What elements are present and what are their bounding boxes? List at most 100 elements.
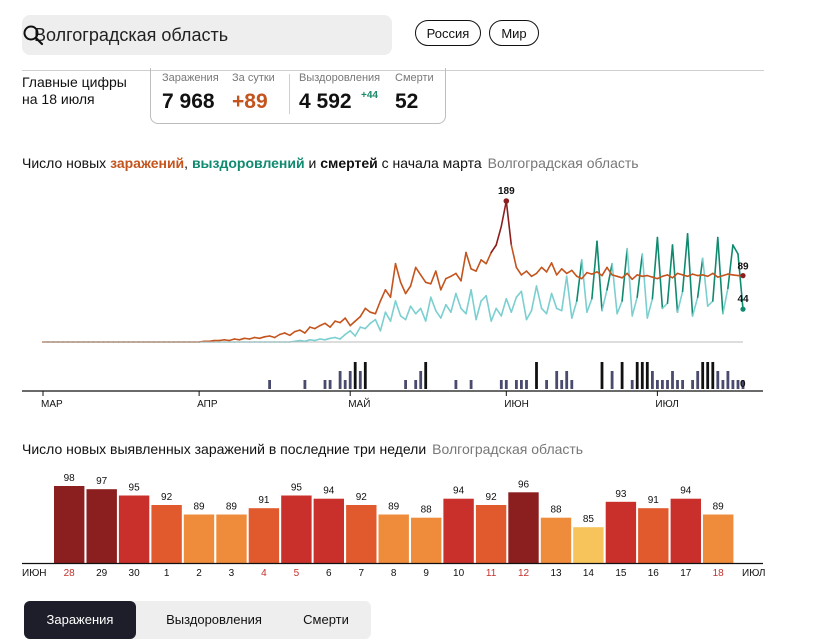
infections-line-segment xyxy=(596,271,603,277)
deaths-bar xyxy=(635,362,639,389)
recoveries-line-segment xyxy=(490,307,498,322)
infections-line-segment xyxy=(233,338,241,341)
deaths-bar xyxy=(681,380,684,389)
bar-value-label: 96 xyxy=(518,479,530,490)
recoveries-line-segment xyxy=(314,338,321,342)
tab-deaths[interactable]: Смерти xyxy=(303,612,349,627)
bar xyxy=(151,505,182,563)
recoveries-line-segment xyxy=(696,257,704,299)
bar xyxy=(313,498,344,563)
bar-month-end-label: ИЮЛ xyxy=(742,568,765,579)
infections-line-segment xyxy=(450,272,457,278)
recoveries-line-segment xyxy=(505,297,513,314)
infections-line-segment xyxy=(364,307,372,314)
recoveries-line-segment xyxy=(354,326,362,337)
deaths-bar xyxy=(630,380,634,389)
recoveries-line-segment xyxy=(555,307,563,312)
deaths-bar xyxy=(515,380,518,389)
infections-line-segment xyxy=(671,272,679,279)
deaths-bar xyxy=(711,362,715,389)
deaths-bar xyxy=(645,362,649,389)
infections-line-segment xyxy=(691,273,699,277)
infections-line-segment xyxy=(515,266,523,276)
bar-value-label: 94 xyxy=(680,486,692,497)
infections-line-segment xyxy=(495,225,503,246)
recoveries-line-segment xyxy=(575,259,583,302)
search-input[interactable]: Волгоградская область xyxy=(34,25,229,45)
recoveries-line-segment xyxy=(344,329,352,336)
infections-line-segment xyxy=(606,266,613,276)
deaths-bar xyxy=(454,380,458,389)
recoveries-line-segment xyxy=(349,329,357,337)
bar xyxy=(54,486,85,563)
infections-line-segment xyxy=(540,266,548,273)
recoveries-line-segment xyxy=(475,300,482,321)
infections-line-segment xyxy=(530,272,538,278)
infections-line-segment xyxy=(676,272,684,276)
bar-value-label: 92 xyxy=(161,492,173,503)
infections-line-segment xyxy=(475,259,482,272)
infections-line-segment xyxy=(298,329,306,334)
search-icon[interactable] xyxy=(22,24,44,46)
bar xyxy=(248,508,280,563)
bar xyxy=(670,498,701,563)
bar-category-label: 18 xyxy=(713,568,725,579)
bar-category-label: 29 xyxy=(96,568,108,579)
recoveries-line-segment xyxy=(706,300,714,308)
infections-line-segment xyxy=(686,273,694,278)
bar-category-label: 16 xyxy=(648,568,660,579)
bar-category-label: 12 xyxy=(518,568,530,579)
deaths-bar xyxy=(363,362,367,389)
recoveries-line-segment xyxy=(429,296,437,312)
deaths-bar xyxy=(328,380,332,389)
headline-line1: Главные цифры xyxy=(22,74,127,90)
bar-value-label: 89 xyxy=(713,502,725,513)
recoveries-line-segment xyxy=(616,300,623,315)
deaths-bar xyxy=(570,380,574,389)
recoveries-line-segment xyxy=(701,257,709,308)
recoveries-line-segment xyxy=(460,307,467,315)
recoveries-line-segment xyxy=(565,275,573,319)
world-button[interactable]: Мир xyxy=(489,20,539,46)
bar-value-label: 92 xyxy=(356,492,368,503)
recoveries-line-segment xyxy=(445,303,452,314)
recoveries-line-segment xyxy=(651,236,659,300)
search-bar[interactable]: Волгоградская область xyxy=(22,15,392,55)
infections-line-segment xyxy=(716,274,724,278)
deaths-bar xyxy=(741,380,745,389)
infections-line-segment xyxy=(288,330,296,337)
infections-value: 7 968 xyxy=(162,90,215,113)
tab-infections[interactable]: Заражения xyxy=(24,601,136,639)
last-infections-point xyxy=(740,273,746,279)
infections-line-segment xyxy=(263,335,271,338)
deaths-bar xyxy=(671,371,674,389)
infections-line-segment xyxy=(324,322,331,328)
peak-point xyxy=(503,198,510,204)
recoveries-line-segment xyxy=(324,337,331,341)
deaths-bar xyxy=(338,371,342,389)
bar xyxy=(216,514,247,563)
recoveries-line-segment xyxy=(530,285,538,312)
recoveries-line-segment xyxy=(586,297,593,314)
bar-category-label: 8 xyxy=(391,568,397,579)
tab-recoveries[interactable]: Выздоровления xyxy=(166,612,262,627)
recoveries-line-segment xyxy=(419,307,427,322)
russia-button[interactable]: Россия xyxy=(415,20,481,46)
deaths-bar xyxy=(504,380,508,389)
recoveries-line-segment xyxy=(601,288,608,312)
recoveries-line-segment xyxy=(298,339,306,343)
infections-label: Заражения xyxy=(162,72,219,84)
recoveries-line-segment xyxy=(439,303,447,319)
infections-line-segment xyxy=(344,317,352,327)
bar xyxy=(281,495,312,563)
infections-line-segment xyxy=(631,274,639,281)
bar-value-label: 88 xyxy=(421,505,433,516)
infections-line-segment xyxy=(505,200,513,246)
recoveries-line-segment xyxy=(550,292,558,310)
recoveries-line-segment xyxy=(666,244,674,305)
infections-line-segment xyxy=(545,262,553,273)
recoveries-line-segment xyxy=(535,285,543,310)
line-title-region: Волгоградская область xyxy=(487,155,639,171)
recoveries-line-segment xyxy=(727,244,734,290)
recoveries-line-segment xyxy=(711,236,719,302)
